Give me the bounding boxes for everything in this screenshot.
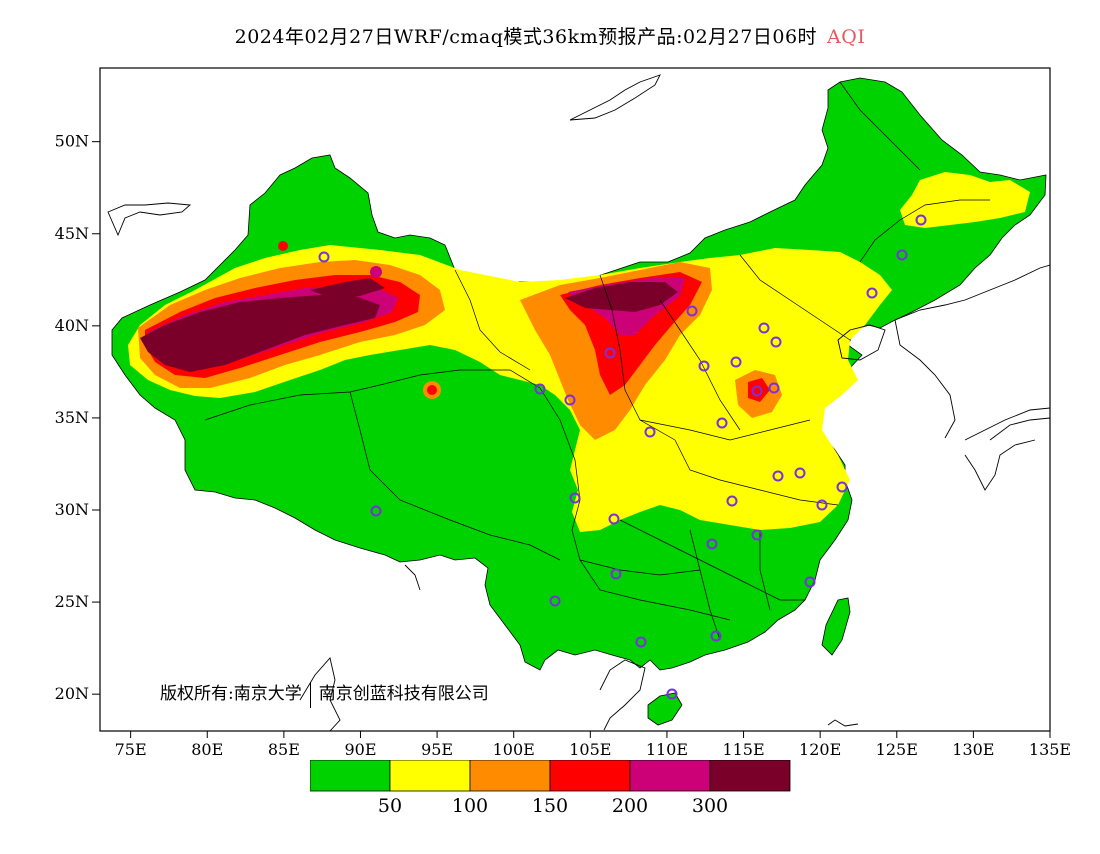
lon-tick-label: 85E — [268, 740, 300, 759]
lon-tick-label: 105E — [569, 740, 611, 759]
city-marker — [564, 394, 576, 406]
lon-tick-label: 110E — [646, 740, 688, 759]
legend-label: 100 — [452, 795, 488, 817]
legend-label: 200 — [612, 795, 648, 817]
lon-axis: 75E 80E 85E 90E 95E 100E 105E 110E 115E 120E 125E 1… — [115, 731, 1071, 759]
city-marker — [816, 499, 828, 511]
aqi-region-maroon-2 — [565, 282, 678, 312]
legend-swatch — [469, 759, 551, 792]
product-label: AQI — [827, 26, 866, 48]
title-text: 2024年02月27日WRF/cmaq模式36km预报产品:02月27日06时 — [234, 26, 818, 48]
city-marker — [772, 470, 784, 482]
city-marker — [706, 538, 718, 550]
legend-label: 50 — [378, 795, 402, 817]
city-marker — [751, 529, 763, 541]
city-marker — [804, 576, 816, 588]
lon-tick-label: 95E — [421, 740, 453, 759]
city-marker — [716, 417, 728, 429]
city-marker — [698, 360, 710, 372]
city-marker — [866, 287, 878, 299]
province-boundaries — [204, 81, 990, 641]
city-marker — [710, 630, 722, 642]
aqi-region-maroon-3 — [310, 278, 385, 298]
lon-tick-label: 120E — [799, 740, 841, 759]
city-marker — [915, 214, 927, 226]
city-marker — [896, 249, 908, 261]
city-marker — [836, 481, 848, 493]
city-marker — [604, 347, 616, 359]
city-marker — [686, 305, 698, 317]
lon-tick-label: 90E — [344, 740, 376, 759]
legend-label: 150 — [532, 795, 568, 817]
lon-tick-label: 125E — [876, 740, 918, 759]
coastlines — [107, 74, 1050, 731]
city-marker — [370, 505, 382, 517]
lat-tick-label: 50N — [55, 132, 89, 151]
city-marker — [610, 568, 622, 580]
city-marker — [635, 636, 647, 648]
city-markers — [318, 214, 927, 700]
lon-tick-label: 135E — [1029, 740, 1071, 759]
lat-tick-label: 40N — [55, 316, 89, 335]
city-marker — [768, 382, 780, 394]
legend-label: 300 — [692, 795, 728, 817]
city-marker — [666, 688, 678, 700]
lon-tick-label: 100E — [493, 740, 535, 759]
lat-tick-label: 25N — [55, 592, 89, 611]
aqi-region-taiwan — [821, 597, 851, 656]
lon-tick-label: 130E — [952, 740, 994, 759]
lat-tick-label: 35N — [55, 408, 89, 427]
city-marker — [794, 467, 806, 479]
map-layer — [107, 74, 1050, 731]
lat-tick-label: 20N — [55, 684, 89, 703]
city-marker — [644, 426, 656, 438]
city-marker — [608, 513, 620, 525]
lon-tick-label: 115E — [722, 740, 764, 759]
aqi-hotspot — [427, 385, 437, 395]
aqi-region-maroon — [140, 295, 380, 372]
map-title: 2024年02月27日WRF/cmaq模式36km预报产品:02月27日06时 A… — [0, 22, 1100, 49]
city-marker — [751, 385, 763, 397]
legend-svg: 50 100 150 200 300 — [309, 759, 791, 817]
lat-axis: 20N 25N 30N 35N 40N 45N 50N — [55, 132, 100, 703]
city-marker — [534, 383, 546, 395]
legend-swatch — [709, 759, 791, 792]
lat-tick-label: 45N — [55, 224, 89, 243]
copyright-org: 南京创蓝科技有限公司 — [318, 684, 489, 704]
legend-swatch — [629, 759, 711, 792]
lon-tick-label: 75E — [115, 740, 147, 759]
aqi-region-red-3 — [748, 378, 770, 402]
city-marker — [318, 251, 330, 263]
lat-tick-label: 30N — [55, 500, 89, 519]
lon-tick-label: 80E — [191, 740, 223, 759]
city-marker — [569, 492, 581, 504]
city-marker — [758, 322, 770, 334]
copyright-note: 版权所有:南京大学 南京创蓝科技有限公司 — [160, 679, 489, 708]
aqi-hotspot — [278, 241, 288, 251]
city-marker — [770, 336, 782, 348]
aqi-hotspot — [370, 266, 382, 278]
legend-swatch — [309, 759, 391, 792]
aqi-region-hainan — [647, 692, 683, 726]
legend-swatch — [549, 759, 631, 792]
aqi-legend: 50 100 150 200 300 — [309, 759, 830, 834]
copyright-divider — [309, 681, 311, 708]
city-marker — [549, 595, 561, 607]
legend-swatch — [389, 759, 471, 792]
city-marker — [730, 356, 742, 368]
city-marker — [726, 495, 738, 507]
map-frame — [99, 67, 1051, 732]
copyright-text: 版权所有:南京大学 — [160, 684, 302, 704]
